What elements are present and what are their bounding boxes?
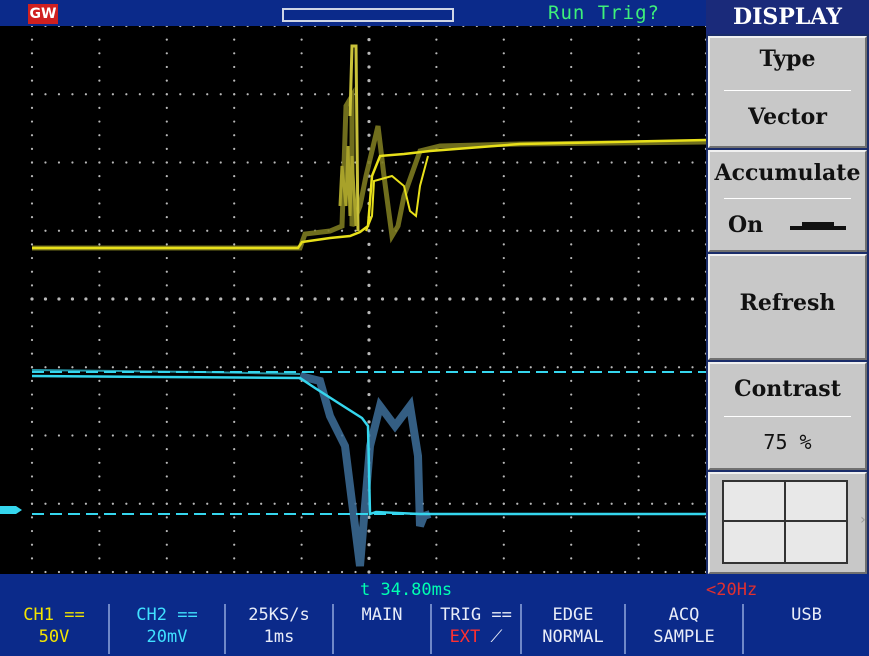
display-menu: DISPLAY Type Vector Accumulate On Refres… bbox=[706, 0, 869, 582]
contrast-button[interactable]: Contrast 75 % bbox=[708, 362, 867, 470]
acquire-label: ACQ bbox=[668, 605, 700, 625]
brand-logo: GW bbox=[28, 4, 58, 24]
ch2-ground-marker bbox=[0, 506, 22, 514]
waveform-display bbox=[0, 26, 706, 574]
ch2-status[interactable]: CH2 == 20mV bbox=[110, 604, 226, 654]
menu-title: DISPLAY bbox=[706, 0, 869, 34]
toggle-bump-icon bbox=[802, 222, 834, 226]
accumulate-button[interactable]: Accumulate On bbox=[708, 150, 867, 252]
waveform-plot bbox=[0, 26, 706, 574]
trigger-mode: NORMAL bbox=[542, 627, 604, 647]
ch2-trace bbox=[31, 369, 706, 567]
trigger-coupling: TRIG == bbox=[440, 605, 512, 625]
time-per-div: 1ms bbox=[263, 627, 295, 647]
ch1-trace bbox=[32, 44, 706, 251]
type-separator bbox=[724, 90, 851, 91]
type-button[interactable]: Type Vector bbox=[708, 36, 867, 148]
graticule bbox=[30, 26, 706, 574]
grid-button[interactable]: › bbox=[708, 472, 867, 574]
trigger-status[interactable]: TRIG == EXT ⟋ bbox=[432, 604, 522, 654]
run-status: Run Trig? bbox=[548, 2, 660, 24]
ch1-scale: 50V bbox=[38, 627, 70, 647]
accumulate-separator bbox=[724, 198, 851, 199]
cursor-time-readout: t 34.80ms bbox=[360, 580, 453, 600]
refresh-label: Refresh bbox=[739, 290, 836, 316]
contrast-separator bbox=[724, 416, 851, 417]
contrast-label: Contrast bbox=[734, 376, 841, 402]
accumulate-label: Accumulate bbox=[714, 160, 861, 186]
ch2-coupling: CH2 == bbox=[136, 605, 198, 625]
timebase-status[interactable]: 25KS/s 1ms bbox=[226, 604, 334, 654]
bottom-status-bar: t 34.80ms <20Hz CH1 == 50V CH2 == 20mV 2… bbox=[0, 574, 869, 656]
trigger-frequency-readout: <20Hz bbox=[706, 580, 758, 600]
grid-full-icon bbox=[722, 480, 848, 564]
usb-label: USB bbox=[791, 605, 822, 625]
horizontal-mode: MAIN bbox=[361, 605, 403, 625]
sample-rate: 25KS/s bbox=[248, 605, 310, 625]
edge-status[interactable]: EDGE NORMAL bbox=[522, 604, 626, 654]
memory-position-bar bbox=[282, 8, 454, 22]
trigger-type: EDGE bbox=[552, 605, 594, 625]
acquire-mode: SAMPLE bbox=[653, 627, 715, 647]
toggle-indicator-icon bbox=[790, 226, 846, 230]
contrast-value: 75 % bbox=[763, 430, 812, 454]
type-label: Type bbox=[759, 46, 816, 72]
accumulate-value: On bbox=[728, 212, 764, 238]
rising-edge-icon: ⟋ bbox=[490, 627, 503, 647]
usb-status[interactable]: USB bbox=[744, 604, 869, 654]
chevron-right-icon: › bbox=[858, 512, 867, 528]
top-status-bar: GW Run Trig? bbox=[0, 0, 706, 26]
ch2-scale: 20mV bbox=[146, 627, 188, 647]
refresh-button[interactable]: Refresh bbox=[708, 254, 867, 360]
type-value: Vector bbox=[748, 104, 827, 130]
ch1-status[interactable]: CH1 == 50V bbox=[0, 604, 110, 654]
trigger-source: EXT bbox=[449, 627, 481, 647]
acquire-status[interactable]: ACQ SAMPLE bbox=[626, 604, 744, 654]
channel-status-row: CH1 == 50V CH2 == 20mV 25KS/s 1ms MAIN T… bbox=[0, 604, 869, 656]
ch1-coupling: CH1 == bbox=[23, 605, 85, 625]
main-status[interactable]: MAIN bbox=[334, 604, 432, 654]
